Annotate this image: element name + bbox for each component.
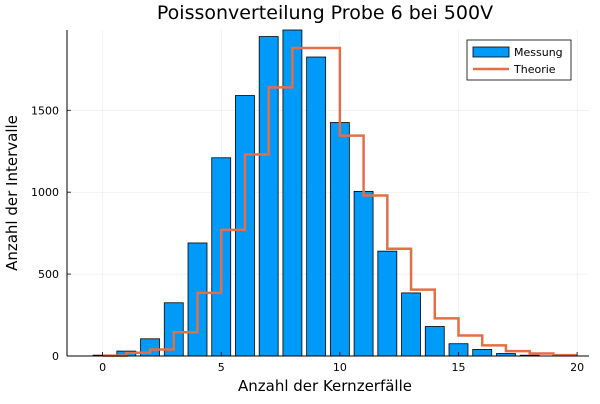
x-tick-label: 20 [570, 361, 584, 374]
bar-messung-16 [472, 349, 493, 357]
chart-title: Poissonverteilung Probe 6 bei 500V [157, 2, 493, 24]
axes-layer [66, 30, 589, 357]
x-tick-label: 5 [218, 361, 225, 374]
x-axis-label: Anzahl der Kernzerfälle [238, 377, 412, 395]
legend: Messung Theorie [466, 39, 572, 81]
x-tick-label: 15 [452, 361, 466, 374]
legend-swatch-messung [472, 46, 510, 58]
bar-messung-7 [258, 36, 279, 357]
step-line-theorie [102, 46, 578, 357]
bar-messung-12 [377, 250, 398, 357]
y-tick-label: 0 [52, 350, 59, 363]
bar-messung-10 [329, 122, 350, 357]
y-tick-label: 1500 [31, 104, 59, 117]
legend-label-theorie: Theorie [513, 63, 556, 76]
bar-messung-14 [424, 326, 445, 357]
bar-messung-13 [401, 292, 421, 357]
x-tick-label: 0 [99, 361, 106, 374]
y-tick-label: 1000 [31, 186, 59, 199]
bar-messung-11 [353, 190, 374, 357]
ticks-layer: 0 5 10 15 20 0 500 1000 1500 [31, 104, 584, 374]
bar-messung-9 [306, 56, 327, 357]
x-tick-label: 10 [333, 361, 347, 374]
y-axis-label: Anzahl der Intervalle [3, 115, 21, 271]
legend-label-messung: Messung [514, 46, 563, 59]
y-tick-label: 500 [38, 268, 59, 281]
step-layer [102, 46, 578, 357]
